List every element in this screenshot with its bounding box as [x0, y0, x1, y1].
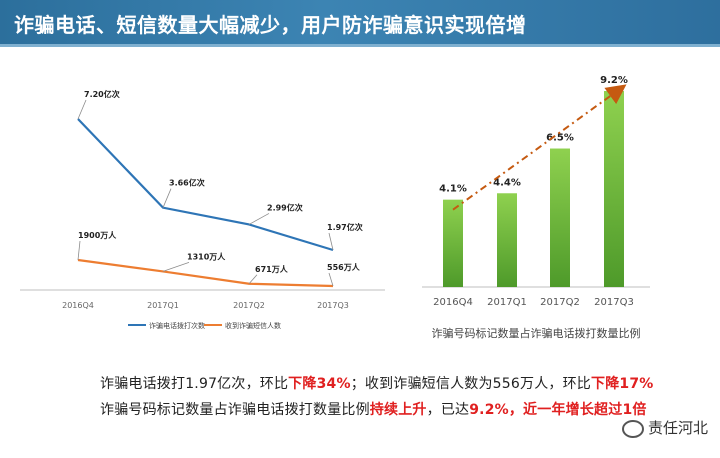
watermark: 责任河北: [621, 417, 708, 438]
legend-label-sms: 收到诈骗短信人数: [225, 321, 281, 330]
summary-2-highlight-d: 9.2%，近一年增长超过1倍: [469, 402, 647, 418]
page-header: 诈骗电话、短信数量大幅减少，用户防诈骗意识实现倍增: [0, 0, 720, 44]
bar-x-tick-label: 2017Q1: [487, 297, 527, 308]
bar: [443, 199, 463, 287]
bar-x-tick-label: 2017Q2: [540, 297, 580, 308]
line-x-tick-label: 2017Q1: [147, 301, 179, 310]
legend-label-calls: 诈骗电话拨打次数: [149, 321, 205, 330]
wechat-icon: [621, 419, 644, 438]
summary-1-highlight-b: 下降34%: [288, 376, 351, 392]
data-label-leader: [328, 232, 334, 251]
line-chart: 2016Q4 2017Q1 2017Q2 2017Q3 7.20亿次 3.66亿次 2.99…: [20, 89, 385, 330]
series-line-sms: [77, 258, 334, 288]
summary-2-text-a: 诈骗号码标记数量占诈骗电话拨打数量比例: [100, 402, 370, 418]
bar-value-label: 4.4%: [493, 177, 521, 188]
sms-data-label: 556万人: [327, 262, 361, 272]
bar-chart: 4.1% 2016Q4 4.4% 2017Q1 6.5% 2017Q2 9.2% 2017Q3…: [422, 75, 650, 340]
bar: [604, 91, 624, 287]
calls-data-label: 7.20亿次: [84, 89, 120, 99]
line-x-tick-label: 2017Q3: [317, 301, 349, 310]
calls-data-label: 3.66亿次: [169, 178, 205, 188]
data-label-leader: [77, 240, 81, 261]
bar-value-label: 9.2%: [600, 75, 628, 86]
calls-data-label: 2.99亿次: [267, 202, 303, 212]
page-title: 诈骗电话、短信数量大幅减少，用户防诈骗意识实现倍增: [14, 13, 527, 37]
header-divider: [0, 44, 720, 47]
data-label-leader: [248, 213, 270, 225]
watermark-text: 责任河北: [647, 419, 708, 437]
trend-arrow: [452, 84, 627, 211]
line-x-tick-label: 2016Q4: [62, 301, 94, 310]
summary-2-highlight-b: 持续上升: [369, 402, 427, 418]
series-line-calls: [77, 118, 334, 252]
sms-data-label: 1310万人: [187, 251, 226, 261]
line-x-tick-label: 2017Q2: [233, 301, 265, 310]
summary-line-2: 诈骗号码标记数量占诈骗电话拨打数量比例持续上升，已达9.2%，近一年增长超过1倍: [100, 399, 660, 419]
sms-data-label: 1900万人: [78, 230, 117, 240]
bar-x-tick-label: 2017Q3: [594, 297, 634, 308]
data-label-leader: [328, 272, 334, 287]
bar-x-tick-label: 2016Q4: [433, 297, 473, 308]
bar-chart-caption: 诈骗号码标记数量占诈骗电话拨打数量比例: [432, 326, 641, 340]
bar: [497, 193, 517, 287]
summary-line-1: 诈骗电话拨打1.97亿次，环比下降34%；收到诈骗短信人数为556万人，环比下降…: [100, 373, 660, 393]
summary-1-text-c: ；收到诈骗短信人数为556万人，环比: [350, 376, 592, 392]
summary-2-text-c: ，已达: [426, 402, 470, 418]
summary-1-highlight-d: 下降17%: [591, 376, 654, 392]
data-label-leader: [162, 262, 190, 272]
data-label-leader: [162, 188, 172, 208]
summary-1-text-a: 诈骗电话拨打1.97亿次，环比: [100, 376, 289, 392]
bar: [550, 148, 570, 287]
data-label-leader: [248, 274, 258, 285]
data-label-leader: [77, 99, 87, 120]
bar-value-label: 6.5%: [546, 133, 574, 144]
sms-data-label: 671万人: [255, 264, 289, 274]
calls-data-label: 1.97亿次: [327, 222, 363, 232]
bar-value-label: 4.1%: [439, 184, 467, 195]
